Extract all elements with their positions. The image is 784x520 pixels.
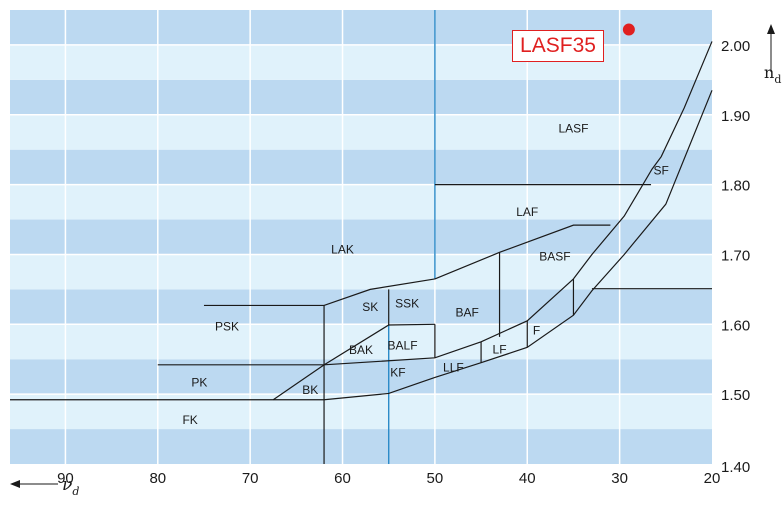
x-tick-label: 90 bbox=[57, 470, 74, 487]
region-label-psk: PSK bbox=[215, 319, 239, 333]
region-boundary bbox=[572, 41, 713, 280]
highlight-glass-label: LASF35 bbox=[512, 30, 604, 62]
region-label-sk: SK bbox=[362, 300, 378, 314]
region-label-llf: LLF bbox=[443, 361, 464, 375]
region-boundary bbox=[203, 278, 435, 307]
background-band bbox=[10, 114, 712, 150]
background-band bbox=[10, 184, 712, 220]
y-axis-label-text: nd bbox=[764, 63, 781, 86]
background-band bbox=[10, 149, 712, 185]
x-axis-label-text: νd bbox=[62, 475, 79, 498]
y-axis-label: nd bbox=[764, 24, 781, 86]
x-tick-label: 70 bbox=[242, 470, 259, 487]
region-label-lf: LF bbox=[493, 342, 507, 356]
background-band bbox=[10, 10, 712, 45]
background-band bbox=[10, 44, 712, 80]
y-tick-label: 1.80 bbox=[721, 178, 750, 195]
x-tick-label: 50 bbox=[427, 470, 444, 487]
region-label-lasf: LASF bbox=[558, 122, 588, 136]
region-label-basf: BASF bbox=[539, 250, 570, 264]
y-tick-label: 1.50 bbox=[721, 387, 750, 404]
background-band bbox=[10, 79, 712, 115]
region-labels: LASF SF LAF LAK BASF SK SSK BAF PSK F BALF LF BAK LLF… bbox=[182, 122, 668, 427]
region-boundary bbox=[272, 323, 435, 401]
y-tick-label: 1.60 bbox=[721, 317, 750, 334]
x-tick-label: 40 bbox=[519, 470, 536, 487]
background-band bbox=[10, 429, 712, 464]
region-label-pk: PK bbox=[191, 375, 207, 389]
background-band bbox=[10, 289, 712, 325]
glass-region-boundaries bbox=[10, 41, 713, 464]
region-label-baf: BAF bbox=[456, 305, 479, 319]
background-band bbox=[10, 359, 712, 395]
background-band bbox=[10, 254, 712, 290]
y-tick-label: 1.90 bbox=[721, 108, 750, 125]
region-boundary bbox=[434, 224, 611, 280]
region-label-lak: LAK bbox=[331, 243, 354, 257]
y-tick-label: 1.40 bbox=[721, 459, 750, 476]
x-tick-labels: 90 80 70 60 50 40 30 20 bbox=[57, 470, 720, 487]
region-label-bk: BK bbox=[302, 383, 318, 397]
data-points bbox=[622, 23, 635, 36]
region-label-kf: KF bbox=[390, 366, 405, 380]
y-tick-label: 2.00 bbox=[721, 38, 750, 55]
x-axis-label: νd bbox=[10, 475, 79, 498]
region-boundary bbox=[157, 278, 574, 366]
data-point bbox=[622, 23, 635, 36]
x-tick-label: 20 bbox=[704, 470, 721, 487]
x-tick-label: 60 bbox=[334, 470, 351, 487]
y-tick-label: 1.70 bbox=[721, 247, 750, 264]
x-tick-label: 30 bbox=[611, 470, 628, 487]
region-label-ssk: SSK bbox=[395, 296, 419, 310]
y-tick-labels: 2.00 1.90 1.80 1.70 1.60 1.50 1.40 bbox=[721, 38, 750, 476]
region-label-fk: FK bbox=[182, 413, 197, 427]
region-label-laf: LAF bbox=[516, 205, 538, 219]
region-label-balf: BALF bbox=[388, 338, 418, 352]
region-label-sf: SF bbox=[654, 164, 669, 178]
region-label-f: F bbox=[533, 324, 540, 338]
blue-divider-lines bbox=[388, 10, 436, 464]
x-tick-label: 80 bbox=[149, 470, 166, 487]
region-label-bak: BAK bbox=[349, 343, 373, 357]
